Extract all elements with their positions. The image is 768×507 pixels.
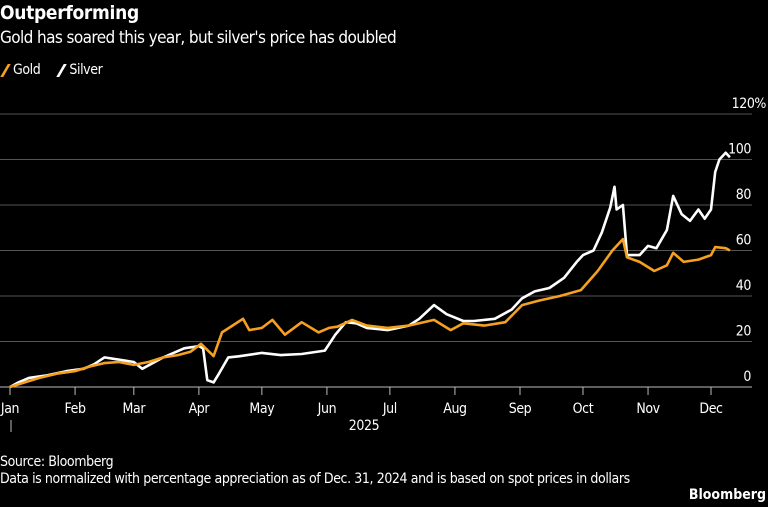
x-tick-label: Jan [0, 401, 19, 417]
y-tick-label: 120% [732, 96, 767, 112]
y-tick-label: 0 [743, 369, 751, 385]
x-tick-label: Jun [317, 401, 336, 417]
x-tick-label: Sep [509, 401, 532, 417]
x-tick-label: Jul [382, 401, 397, 417]
bloomberg-logo: Bloomberg [688, 487, 766, 503]
x-tick-label: Dec [699, 401, 723, 417]
source-note: Source: Bloomberg [0, 454, 114, 470]
x-tick-label: Mar [123, 401, 147, 417]
legend: Gold Silver [0, 62, 103, 78]
y-tick-label: 60 [736, 233, 752, 249]
legend-label: Silver [69, 62, 103, 78]
y-tick-label: 20 [736, 324, 752, 340]
x-tick-label: Feb [65, 401, 86, 417]
data-note: Data is normalized with percentage appre… [0, 471, 630, 487]
x-tick-label: Oct [573, 401, 594, 417]
x-tick-label: Apr [189, 401, 211, 417]
x-tick-label: Nov [636, 401, 660, 417]
y-tick-label: 100 [728, 142, 751, 158]
legend-item-gold: Gold [0, 62, 41, 78]
series-line-silver [9, 151, 731, 389]
chart-title: Outperforming [0, 2, 139, 24]
series-line-gold [9, 237, 731, 389]
x-tick-label: Aug [443, 401, 466, 417]
legend-item-silver: Silver [56, 62, 103, 78]
y-tick-label: 80 [736, 187, 752, 203]
x-tick-label: May [249, 401, 275, 417]
y-tick-label: 40 [736, 278, 752, 294]
x-axis-label: 2025 [349, 418, 379, 434]
legend-label: Gold [13, 62, 41, 78]
chart-subtitle: Gold has soared this year, but silver's … [0, 28, 397, 48]
